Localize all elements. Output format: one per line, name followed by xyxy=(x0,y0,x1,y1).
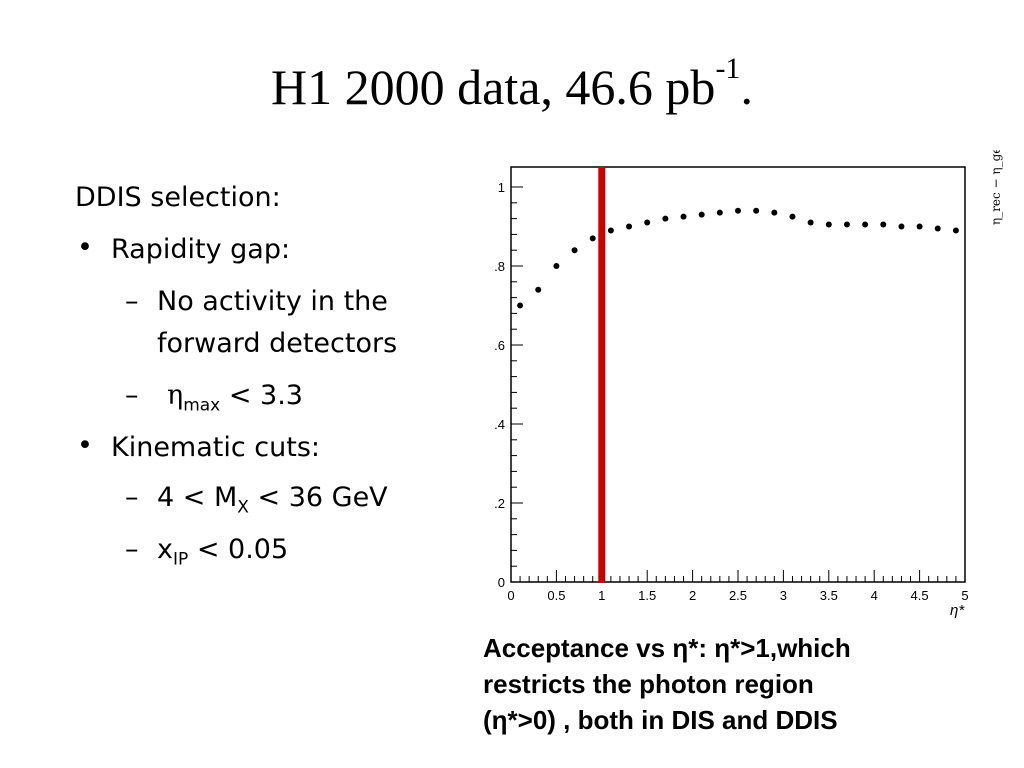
data-point xyxy=(898,223,905,230)
sub-bullet-xip-cut: – xIP < 0.05 xyxy=(125,534,289,570)
bullet-label: Kinematic cuts: xyxy=(111,432,320,463)
y-tick-label: .2 xyxy=(494,496,505,511)
data-point xyxy=(644,219,651,226)
data-point xyxy=(571,247,578,254)
bullet-label: Rapidity gap: xyxy=(111,234,291,265)
data-point xyxy=(753,207,760,214)
x-tick-label: 5 xyxy=(961,588,968,603)
data-point xyxy=(680,213,687,220)
data-point xyxy=(952,227,959,234)
slide-title-end: . xyxy=(740,59,753,115)
x-tick-label: 3 xyxy=(780,588,787,603)
data-point xyxy=(553,263,560,269)
mx-cut-prefix: 4 < M xyxy=(157,482,238,513)
y-tick-label: .4 xyxy=(494,417,505,432)
data-point xyxy=(698,211,705,218)
plot-frame xyxy=(510,166,966,583)
y-tick-label: .8 xyxy=(494,259,505,274)
data-point xyxy=(662,215,669,222)
sub-bullet-eta-max: – ηmax < 3.3 xyxy=(125,380,303,416)
eta-cut-line xyxy=(598,167,606,583)
slide-title-main: H1 2000 data, 46.6 pb xyxy=(271,59,716,115)
data-point xyxy=(589,235,596,242)
data-points xyxy=(517,207,959,309)
xip-cut-prefix: x xyxy=(157,534,173,565)
dash-mark: – xyxy=(125,286,139,317)
sub-bullet-no-activity-cont: forward detectors xyxy=(157,328,398,359)
slide-title: H1 2000 data, 46.6 pb-1. xyxy=(0,54,1024,115)
x-tick-label: 0.5 xyxy=(547,588,565,603)
dash-mark: – xyxy=(125,482,139,513)
x-tick-label: 2 xyxy=(689,588,696,603)
sub-bullet-no-activity: – No activity in the xyxy=(125,286,388,317)
slide-title-superscript: -1 xyxy=(715,52,741,86)
x-tick-label: 2.5 xyxy=(729,588,747,603)
side-axis-label: η_rec − η_gen xyxy=(989,150,1003,225)
x-tick-label: 3.5 xyxy=(820,588,838,603)
data-point xyxy=(735,207,741,214)
data-point xyxy=(771,209,778,216)
data-point xyxy=(916,223,923,230)
data-point xyxy=(535,286,542,293)
data-point xyxy=(626,223,633,230)
x-tick-label: 4.5 xyxy=(911,588,929,603)
mx-cut-suffix: < 36 GeV xyxy=(248,482,388,513)
dash-mark: – xyxy=(125,534,139,565)
caption-line-1: Acceptance vs η*: η*>1,which xyxy=(483,633,851,663)
x-tick-label: 1 xyxy=(598,588,605,603)
caption-line-3: (η*>0) , both in DIS and DDIS xyxy=(483,705,838,735)
acceptance-chart: 0 .2 .4 .6 .8 1 0 0.5 1 1.5 2 2.5 3 3.5 4 4.5 5 η* η_re… xyxy=(494,150,1003,619)
y-axis-ticks: 0 .2 .4 .6 .8 1 xyxy=(494,180,523,590)
bullet-rapidity-gap: • Rapidity gap: xyxy=(77,234,291,265)
data-point xyxy=(843,221,850,228)
data-point xyxy=(825,221,832,228)
x-axis-label: η* xyxy=(950,602,965,619)
x-tick-label: 0 xyxy=(507,588,514,603)
eta-subscript: max xyxy=(183,395,221,416)
bullet-kinematic-cuts: • Kinematic cuts: xyxy=(77,432,320,463)
y-tick-label: 1 xyxy=(498,180,505,195)
xip-subscript: IP xyxy=(172,549,189,570)
y-tick-label: 0 xyxy=(498,575,505,590)
x-tick-label: 1.5 xyxy=(638,588,656,603)
data-point xyxy=(934,225,941,232)
data-point xyxy=(607,227,614,234)
eta-cut-value: < 3.3 xyxy=(220,380,303,411)
data-point xyxy=(807,219,814,226)
xip-cut-suffix: < 0.05 xyxy=(188,534,289,565)
data-point xyxy=(862,221,869,228)
bullet-dot: • xyxy=(77,232,93,263)
caption-line-2: restricts the photon region xyxy=(483,669,814,699)
eta-symbol: η xyxy=(167,380,184,411)
sub-bullet-mx-cut: – 4 < MX < 36 GeV xyxy=(125,482,388,518)
x-axis-ticks: 0 0.5 1 1.5 2 2.5 3 3.5 4 4.5 5 xyxy=(507,570,969,603)
y-tick-label: .6 xyxy=(494,338,505,353)
data-point xyxy=(517,302,524,309)
x-tick-label: 4 xyxy=(871,588,878,603)
dash-mark: – xyxy=(125,380,139,411)
data-point xyxy=(716,209,723,216)
mx-subscript: X xyxy=(237,497,249,518)
sub-bullet-label: No activity in the xyxy=(157,286,388,317)
chart-caption: Acceptance vs η*: η*>1,which restricts t… xyxy=(483,630,983,738)
data-point xyxy=(880,221,887,228)
bullet-dot: • xyxy=(77,430,93,461)
data-point xyxy=(789,213,796,220)
selection-heading: DDIS selection: xyxy=(75,182,281,213)
